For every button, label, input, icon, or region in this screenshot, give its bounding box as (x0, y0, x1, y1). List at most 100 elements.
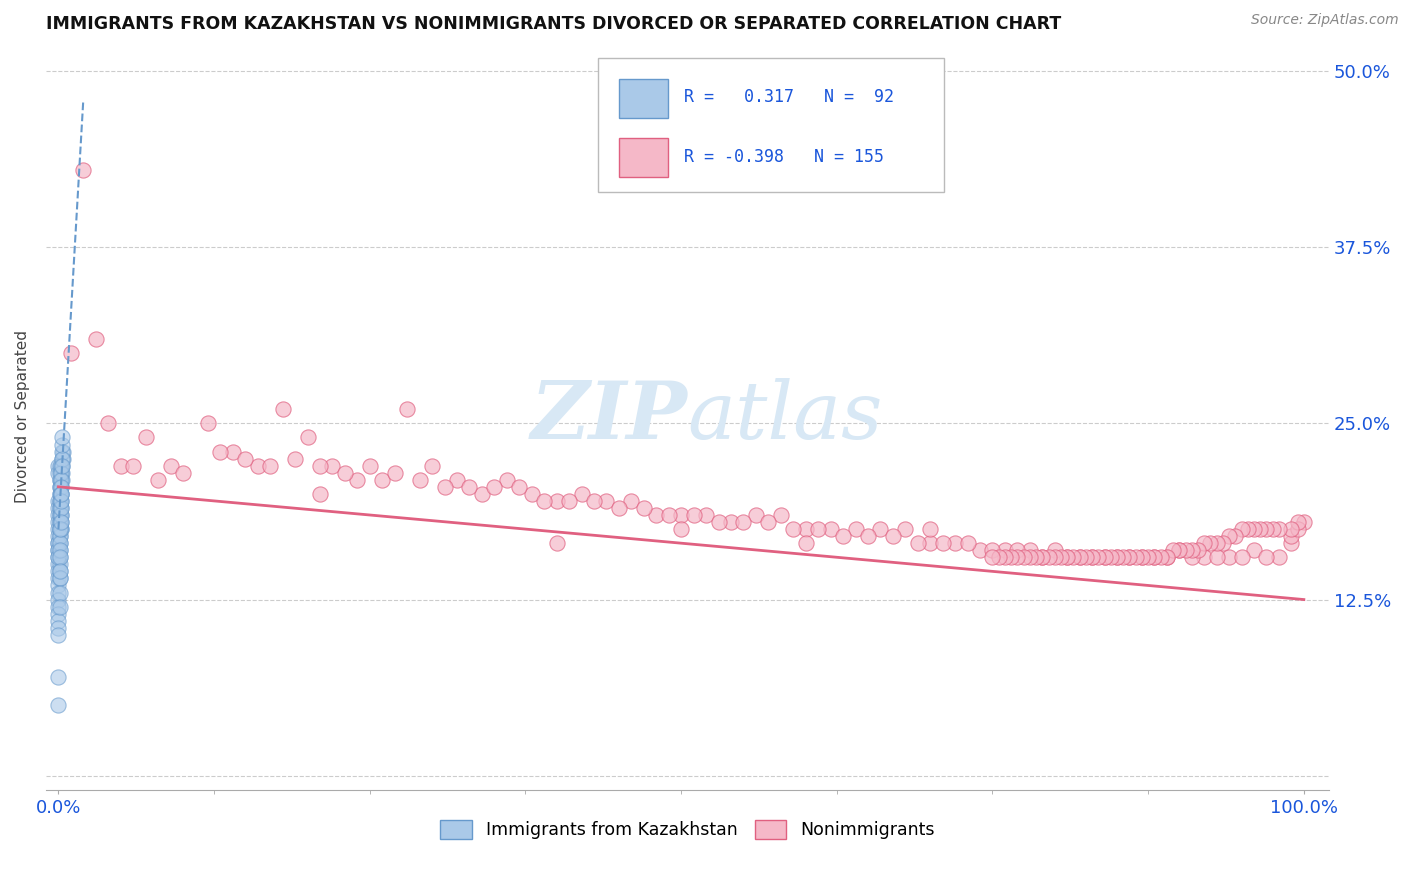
Point (48, 621, 70, 635)
Point (48, 558, 70, 572)
Point (1199, 536, 1222, 550)
Point (869, 522, 891, 536)
Point (1074, 550, 1097, 565)
Point (371, 473, 394, 487)
Point (48, 466, 70, 480)
Point (48, 550, 70, 565)
Point (333, 466, 356, 480)
Point (433, 480, 456, 494)
Point (1156, 550, 1178, 565)
Point (1261, 522, 1284, 536)
Point (49, 515, 72, 529)
Point (49, 473, 72, 487)
Point (607, 500, 630, 515)
Point (882, 529, 904, 543)
Point (1230, 550, 1253, 565)
Point (48, 670, 70, 684)
Point (1056, 550, 1078, 565)
Point (1137, 550, 1160, 565)
Point (1094, 550, 1116, 565)
Point (1031, 550, 1053, 565)
Point (49, 508, 72, 522)
Point (1125, 550, 1147, 565)
Point (558, 494, 581, 508)
Point (48, 614, 70, 628)
Point (1256, 522, 1278, 536)
Point (48, 607, 70, 621)
Point (520, 487, 543, 501)
Point (51, 458, 73, 473)
Point (52, 451, 75, 466)
Point (49, 500, 72, 515)
Point (1279, 529, 1302, 543)
Point (1094, 550, 1116, 565)
Point (733, 515, 755, 529)
Point (1007, 543, 1029, 558)
Point (856, 529, 879, 543)
Point (1205, 550, 1227, 565)
Point (48, 599, 70, 614)
Point (1105, 550, 1128, 565)
Point (1279, 522, 1302, 536)
Point (52, 444, 75, 458)
Point (1031, 550, 1053, 565)
Point (49, 487, 72, 501)
Point (820, 522, 842, 536)
Point (49, 487, 72, 501)
Point (48, 487, 70, 501)
Point (48, 473, 70, 487)
Point (1105, 550, 1128, 565)
Point (48, 571, 70, 585)
Point (1018, 543, 1040, 558)
Point (48, 565, 70, 579)
Point (1062, 550, 1084, 565)
Point (48, 536, 70, 550)
Point (794, 522, 817, 536)
Point (172, 466, 194, 480)
Point (1038, 550, 1060, 565)
Point (48, 550, 70, 565)
Point (633, 500, 655, 515)
Point (484, 480, 506, 494)
Text: IMMIGRANTS FROM KAZAKHSTAN VS NONIMMIGRANTS DIVORCED OR SEPARATED CORRELATION CH: IMMIGRANTS FROM KAZAKHSTAN VS NONIMMIGRA… (46, 15, 1062, 33)
Point (508, 480, 530, 494)
Point (51, 451, 73, 466)
Point (1130, 550, 1153, 565)
Point (48, 578, 70, 592)
Point (1043, 543, 1066, 558)
Point (981, 550, 1004, 565)
Point (49, 494, 72, 508)
Point (321, 458, 343, 473)
Point (48, 494, 70, 508)
Point (84, 332, 107, 346)
Point (51, 437, 73, 451)
Point (48, 522, 70, 536)
Point (446, 473, 468, 487)
Point (1292, 515, 1315, 529)
Text: ZIP: ZIP (530, 377, 688, 455)
Point (48, 536, 70, 550)
Point (844, 522, 866, 536)
Point (48, 500, 70, 515)
Point (49, 480, 72, 494)
Point (582, 494, 605, 508)
Point (135, 430, 157, 444)
Point (49, 480, 72, 494)
Text: R = -0.398   N = 155: R = -0.398 N = 155 (683, 148, 883, 166)
Point (48, 508, 70, 522)
Point (546, 536, 568, 550)
Point (1112, 550, 1135, 565)
Point (222, 444, 245, 458)
Point (209, 444, 232, 458)
Point (309, 458, 332, 473)
Point (756, 515, 779, 529)
Point (396, 402, 419, 417)
Point (745, 508, 768, 522)
Point (197, 417, 219, 431)
Point (1181, 543, 1204, 558)
Point (1268, 550, 1291, 565)
Point (1149, 550, 1171, 565)
Text: Source: ZipAtlas.com: Source: ZipAtlas.com (1251, 13, 1399, 28)
Point (48, 508, 70, 522)
Point (48, 543, 70, 558)
